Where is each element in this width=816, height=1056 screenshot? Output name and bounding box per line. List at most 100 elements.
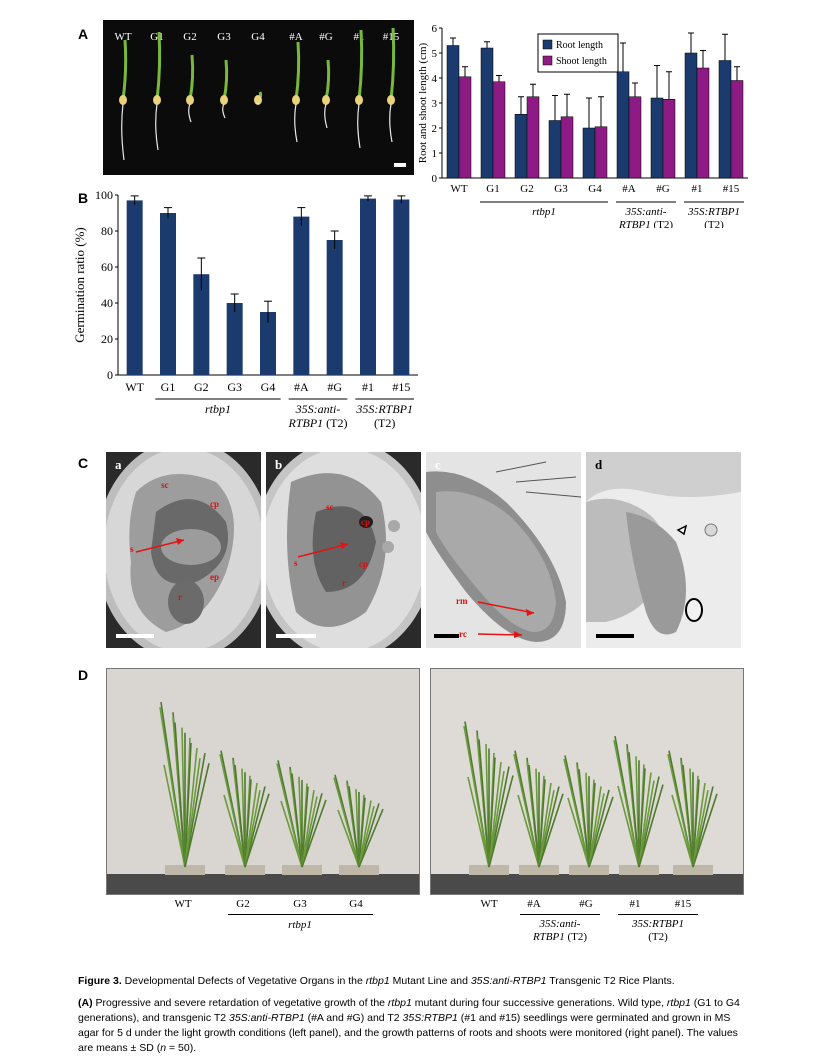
y-tick-label: 0 xyxy=(432,173,438,185)
caption-title-part1: Developmental Defects of Vegetative Orga… xyxy=(121,975,366,987)
seed xyxy=(355,95,363,105)
d-label-wt-left: WT xyxy=(174,898,192,910)
seed xyxy=(387,95,395,105)
seedling-label: G2 xyxy=(183,31,196,43)
seedling-shoot xyxy=(357,29,364,101)
bar xyxy=(582,127,596,179)
seedling-shoot xyxy=(389,27,396,101)
micrograph-a: a sc cp s ep r xyxy=(106,452,261,648)
plant-leaf xyxy=(488,770,505,868)
d-rtbp-group-label: 35S:RTBP1 (T2) xyxy=(618,918,698,944)
y-tick-label: 100 xyxy=(95,188,113,202)
d-anti-group-label: 35S:anti- RTBP1 (T2) xyxy=(520,918,600,944)
seedling-label: #15 xyxy=(383,31,400,43)
plant-leaf xyxy=(244,793,270,868)
seedling-shoot xyxy=(121,39,128,101)
d-rtbp1-label: rtbp1 xyxy=(288,919,312,931)
micrograph-b: b sc cp s cp r xyxy=(266,452,421,648)
subpanel-a-letter: a xyxy=(115,457,122,472)
caption-para-label: (A) xyxy=(78,997,93,1009)
figure-caption-title: Figure 3. Developmental Defects of Veget… xyxy=(78,974,748,989)
plant-leaf xyxy=(638,784,664,868)
plant-pot xyxy=(339,865,379,875)
label-s-a: s xyxy=(130,544,134,554)
d-rtbp1-line xyxy=(228,914,373,915)
plants-left-illustration xyxy=(107,701,419,894)
y-tick-label: 60 xyxy=(101,260,113,274)
seedling-shoot xyxy=(155,31,162,101)
plant-leaf xyxy=(588,793,605,868)
bar xyxy=(393,199,410,375)
plant-leaf xyxy=(184,758,201,868)
bar xyxy=(662,99,676,179)
seedling-shoot xyxy=(294,41,301,101)
plant-leaf xyxy=(219,754,246,868)
panel-a-letter: A xyxy=(78,26,89,42)
plant-leaf xyxy=(301,799,327,868)
caption-title-part3: Transgenic T2 Rice Plants. xyxy=(546,975,675,987)
seed xyxy=(254,95,262,105)
label-s-b: s xyxy=(294,558,298,568)
seedling-label: G3 xyxy=(217,31,231,43)
plant-pot xyxy=(469,865,509,875)
label-sc-a: sc xyxy=(161,480,169,490)
plant-pot xyxy=(519,865,559,875)
plant-pot xyxy=(282,865,322,875)
y-axis-label: Germination ratio (%) xyxy=(72,227,87,343)
plant-leaf xyxy=(563,758,590,868)
x-tick-label: #A xyxy=(294,380,309,394)
y-tick-label: 5 xyxy=(432,48,438,60)
seed xyxy=(186,95,194,105)
plant-leaf xyxy=(692,793,718,868)
label-r-a: r xyxy=(178,592,182,602)
bar xyxy=(260,312,276,375)
plant-pot xyxy=(225,865,265,875)
scale-bar-a xyxy=(116,634,154,638)
x-tick-label: G2 xyxy=(194,380,209,394)
y-tick-label: 6 xyxy=(432,23,438,35)
seedling-photo: WT G1 G2 G3 G4 #A #G #1 #15 xyxy=(103,20,414,175)
micrograph-c: c rm rc xyxy=(426,452,581,648)
group-label-anti-line1: 35S:anti- xyxy=(625,206,667,218)
y-tick-label: 2 xyxy=(432,123,438,135)
d-label-15: #15 xyxy=(674,898,692,910)
seedling-label: WT xyxy=(114,31,131,43)
bar xyxy=(193,274,210,375)
bar xyxy=(492,81,506,179)
micrograph-d-illustration xyxy=(586,452,741,638)
x-tick-label: WT xyxy=(450,183,467,195)
micrograph-b-illustration xyxy=(266,452,421,648)
seedling-root xyxy=(324,103,328,129)
bar xyxy=(526,96,540,179)
seedling-label: #1 xyxy=(354,31,365,43)
bar xyxy=(594,126,608,179)
subpanel-b-letter: b xyxy=(275,457,283,472)
bar xyxy=(458,76,472,179)
seedling-shoot xyxy=(222,59,229,101)
bar xyxy=(514,114,528,179)
group-label-anti-line2: RTBP1 (T2) xyxy=(618,219,673,228)
germination-chart: 0 20 40 60 80 100 Germination ratio (%) WT G1 G2 G… xyxy=(72,188,418,430)
bar xyxy=(616,71,630,179)
bar xyxy=(548,120,562,179)
bar xyxy=(360,198,376,375)
bar xyxy=(684,52,698,179)
scale-bar-c xyxy=(434,634,459,638)
plant-photo-right xyxy=(430,668,744,895)
seed xyxy=(119,95,127,105)
d-label-g2: G2 xyxy=(236,898,250,910)
d-label-g4: G4 xyxy=(349,898,363,910)
x-tick-label: #G xyxy=(656,183,670,195)
seed xyxy=(292,95,300,105)
d-anti-suffix: (T2) xyxy=(564,931,588,943)
plant-leaf xyxy=(638,780,655,868)
label-cp-a: cp xyxy=(210,499,219,509)
label-r-b: r xyxy=(342,578,346,588)
plant-leaf xyxy=(613,739,640,868)
seedling-label: #G xyxy=(319,31,333,43)
d-label-wt-right: WT xyxy=(480,898,498,910)
group-label-rtbp-line2: (T2) xyxy=(704,219,724,228)
plant-leaf xyxy=(538,790,555,868)
micrograph-a-illustration xyxy=(106,452,261,648)
